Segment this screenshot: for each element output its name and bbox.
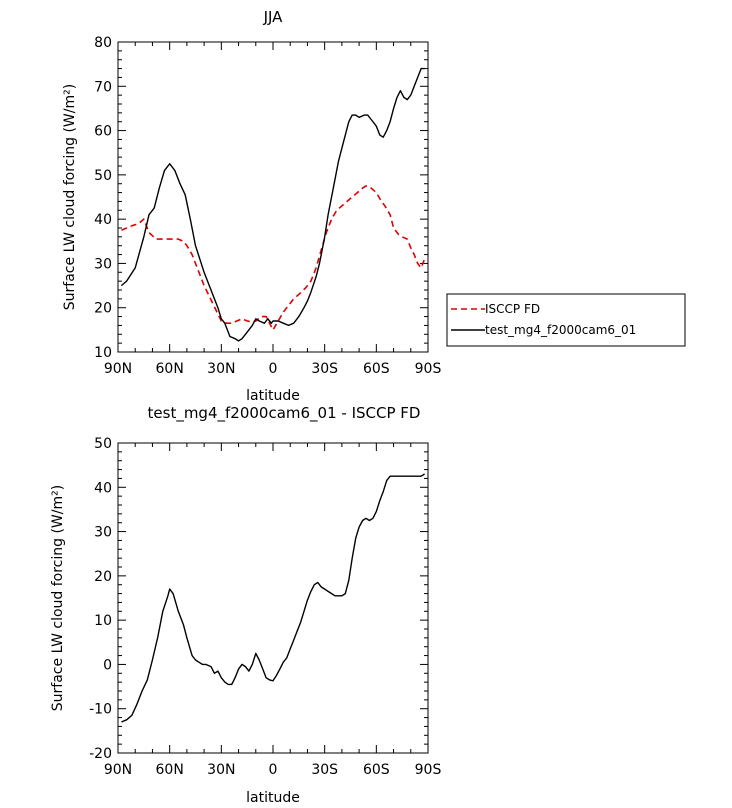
bottom-x-axis-label: latitude (246, 790, 300, 806)
top-legend: ISCCP FD test_mg4_f2000cam6_01 (446, 293, 686, 347)
top-plot-frame (117, 41, 429, 353)
top-x-tick-label: 60N (156, 361, 184, 377)
top-x-tick-label: 90N (104, 361, 132, 377)
top-y-tick-label: 30 (94, 256, 112, 272)
top-y-tick-label: 70 (94, 79, 112, 95)
bottom-plot-frame (117, 442, 429, 754)
bottom-y-tick-label: 0 (103, 657, 112, 673)
bottom-x-tick-label: 60N (156, 762, 184, 778)
bottom-y-axis-label: Surface LW cloud forcing (W/m²) (50, 485, 66, 711)
top-series-line-isccp (121, 185, 426, 331)
bottom-x-tick-label: 0 (269, 762, 278, 778)
top-x-tick-label: 60S (363, 361, 390, 377)
top-x-tick-label: 0 (269, 361, 278, 377)
legend-box (446, 293, 686, 347)
legend-label-isccp: ISCCP FD (485, 302, 540, 316)
top-y-tick-label: 80 (94, 35, 112, 51)
top-x-tick-label: 30N (207, 361, 235, 377)
bottom-x-tick-label: 30S (311, 762, 338, 778)
bottom-x-tick-label: 90S (415, 762, 442, 778)
top-chart-title: JJA (263, 8, 284, 26)
bottom-y-tick-label: 20 (94, 569, 112, 585)
top-y-tick-label: 20 (94, 301, 112, 317)
bottom-series-line-model (121, 473, 425, 723)
bottom-y-tick-label: 50 (94, 436, 112, 452)
bottom-y-tick-label: 40 (94, 480, 112, 496)
top-series-line-model (120, 67, 425, 342)
bottom-x-tick-label: 90N (104, 762, 132, 778)
bottom-y-tick-label: 10 (94, 613, 112, 629)
top-y-axis-label: Surface LW cloud forcing (W/m²) (62, 84, 78, 310)
top-panel: JJA 10 20 30 40 50 60 70 80 90N 60N 30N 0 30S 60S 90S… (62, 8, 686, 404)
top-y-tick-label: 40 (94, 212, 112, 228)
bottom-y-tick-label: 30 (94, 525, 112, 541)
legend-label-model: test_mg4_f2000cam6_01 (485, 323, 636, 337)
bottom-y-tick-label: -10 (89, 702, 112, 718)
bottom-y-tick-label: -20 (89, 746, 112, 762)
top-x-tick-label: 30S (311, 361, 338, 377)
bottom-x-tick-label: 30N (207, 762, 235, 778)
top-x-axis-label: latitude (246, 388, 300, 404)
top-y-tick-label: 10 (94, 345, 112, 361)
top-x-tick-label: 90S (415, 361, 442, 377)
top-y-tick-label: 60 (94, 124, 112, 140)
bottom-x-tick-label: 60S (363, 762, 390, 778)
top-y-tick-label: 50 (94, 168, 112, 184)
bottom-chart-title: test_mg4_f2000cam6_01 - ISCCP FD (148, 404, 421, 423)
bottom-panel: test_mg4_f2000cam6_01 - ISCCP FD -20 -10 0… (50, 404, 441, 806)
